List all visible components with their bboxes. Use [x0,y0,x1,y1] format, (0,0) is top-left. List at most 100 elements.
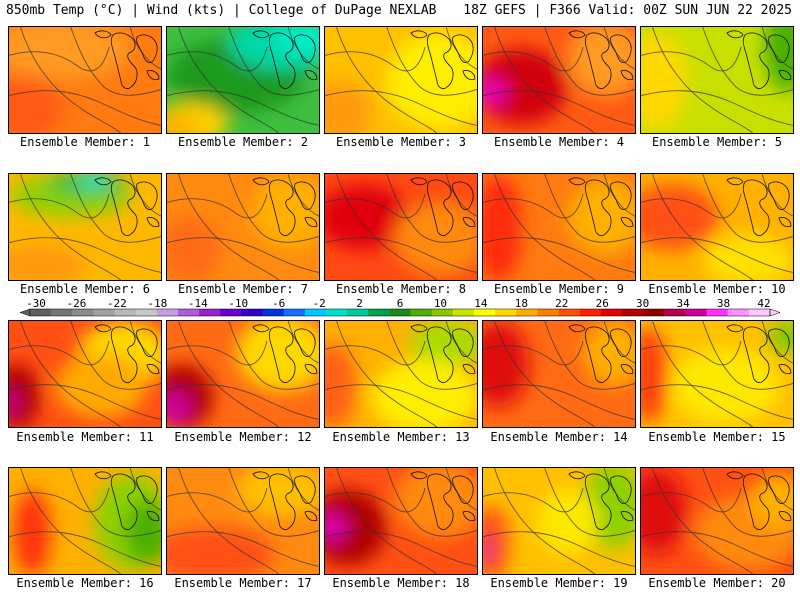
great-lakes-outline [568,30,634,89]
great-lakes-outline [94,324,160,383]
colorbar-swatch [706,309,729,316]
height-contour [483,46,584,72]
colorbar-swatch [241,309,263,316]
ensemble-member-label: Ensemble Member: 11 [16,430,154,444]
colorbar-tick-label: 22 [555,297,568,310]
height-contour [70,174,161,243]
height-contour [178,27,280,133]
temperature-region [671,348,780,424]
height-contour [167,487,268,513]
height-contour [386,321,477,390]
colorbar-tick-label: 42 [757,297,770,310]
temperature-field [9,27,161,133]
height-contour [483,90,635,126]
colorbar-swatch [537,309,559,316]
ensemble-member-label: Ensemble Member: 12 [174,430,312,444]
height-contour [325,531,477,567]
colorbar-tick-label: -26 [67,297,87,310]
colorbar-swatch [643,309,665,316]
colorbar-tick-label: -30 [26,297,46,310]
temperature-field [325,174,477,280]
height-contour [287,468,319,511]
colorbar-swatch [579,309,602,316]
colorbar-swatch [326,309,348,316]
height-contour [325,193,426,219]
height-contour [386,27,477,96]
ensemble-member-map [324,26,478,134]
colorbar-swatch [283,309,306,316]
temperature-field [641,468,793,574]
temperature-field [325,468,477,574]
height-contour [228,321,319,390]
height-contour [702,27,793,96]
temperature-field [483,27,635,133]
great-lakes-outline [726,324,792,383]
height-contour [167,237,319,273]
temperature-region [78,174,110,187]
height-contour [494,174,596,280]
ensemble-member-label: Ensemble Member: 10 [648,282,786,296]
height-contour [761,468,793,511]
temperature-region [167,391,191,424]
temperature-region [251,174,319,250]
temperature-region [641,326,668,424]
temperature-region [124,500,161,566]
height-contour [325,487,426,513]
height-contour [483,193,584,219]
height-contour [336,27,438,133]
height-contour [702,468,793,537]
height-contour [702,321,793,390]
temperature-region [483,538,493,560]
height-contour [325,237,477,273]
height-contour [129,321,161,364]
header-title: 850mb Temp (°C) | Wind (kts) | College o… [6,3,437,18]
header-valid-time: 18Z GEFS | F366 Valid: 00Z SUN JUN 22 20… [463,3,792,18]
great-lakes-outline [252,471,318,530]
height-contour [544,468,635,537]
temperature-region [371,358,477,427]
colorbar-swatch [600,309,623,316]
temperature-field [9,468,161,574]
height-contour [167,340,268,366]
ensemble-member-label: Ensemble Member: 9 [493,282,625,296]
temperature-field [325,321,477,427]
ensemble-member-label: Ensemble Member: 16 [16,576,154,590]
great-lakes-outline [410,471,476,530]
temperature-region [167,113,198,133]
great-lakes-outline [94,177,160,236]
height-contour [483,340,584,366]
temperature-region [409,321,477,365]
great-lakes-outline [568,471,634,530]
colorbar-swatch [685,309,707,316]
height-contour [641,46,742,72]
height-contour [603,174,635,217]
height-contour [652,468,754,574]
height-contour [20,321,122,427]
height-contour [603,27,635,70]
height-contour [325,46,426,72]
ensemble-member-map [482,173,636,281]
height-contour [603,321,635,364]
height-contour [9,384,161,420]
ensemble-member-label: Ensemble Member: 7 [177,282,309,296]
height-contour [494,27,596,133]
ensemble-member-map [482,320,636,428]
colorbar-min-arrow [19,308,31,317]
height-contour [228,27,319,96]
height-contour [641,237,793,273]
ensemble-member-label: Ensemble Member: 17 [174,576,312,590]
colorbar-swatch [347,309,369,316]
ensemble-member-label: Ensemble Member: 14 [490,430,628,444]
ensemble-member-map [166,173,320,281]
height-contour [603,468,635,511]
height-contour [544,321,635,390]
height-contour [336,468,438,574]
great-lakes-outline [410,324,476,383]
ensemble-member-label: Ensemble Member: 6 [19,282,151,296]
great-lakes-outline [252,177,318,236]
height-contour [386,174,477,243]
colorbar-tick-label: -22 [107,297,127,310]
ensemble-member-label: Ensemble Member: 15 [648,430,786,444]
height-contour [483,531,635,567]
colorbar-tick-label: 18 [515,297,528,310]
